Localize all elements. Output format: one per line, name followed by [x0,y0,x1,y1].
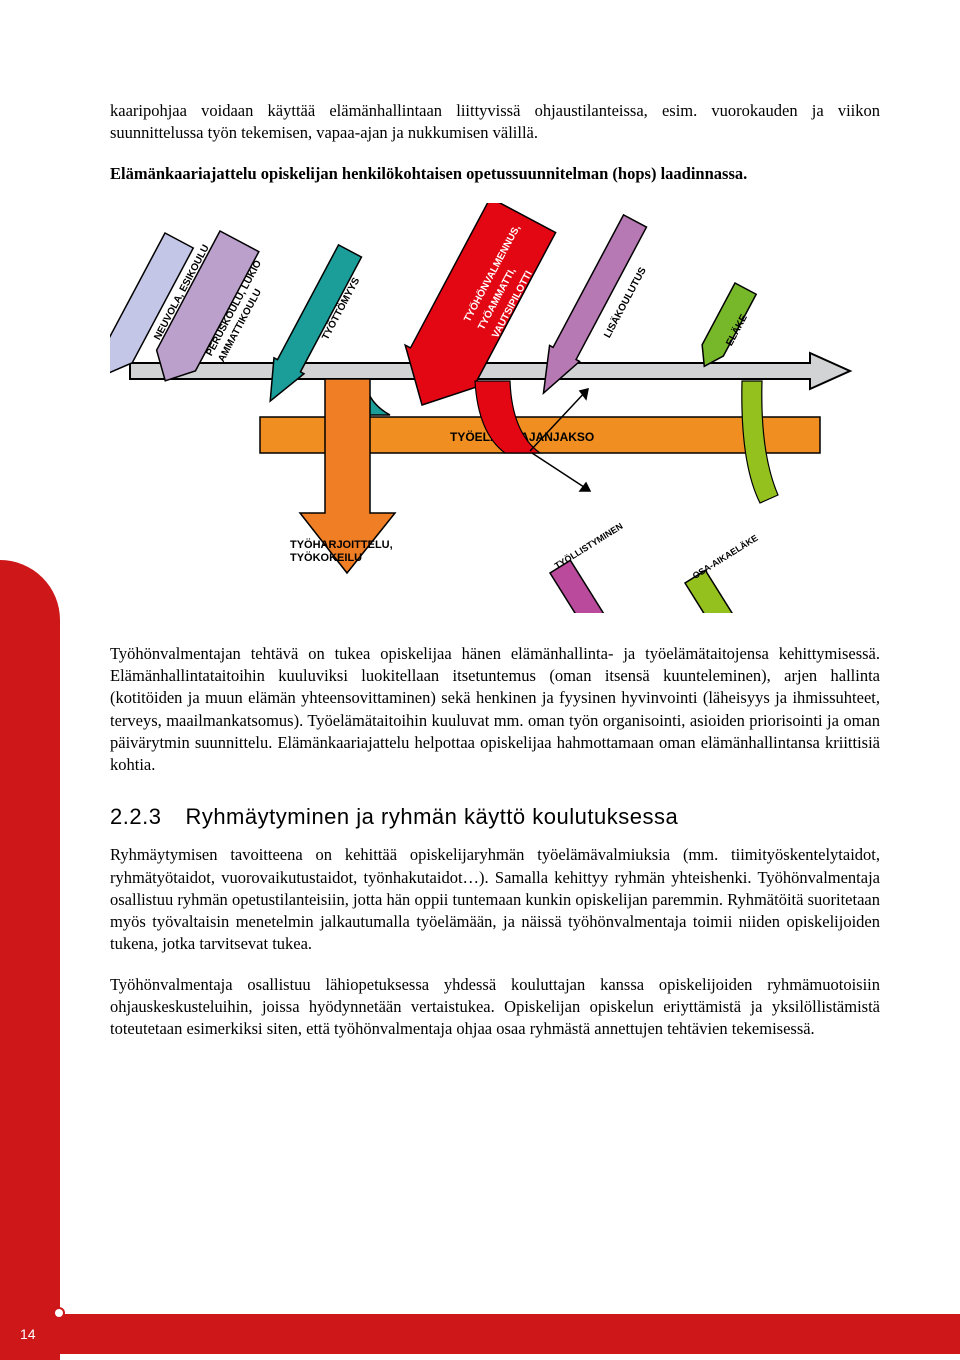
paragraph-5: Työhönvalmentaja osallistuu lähiopetukse… [110,974,880,1041]
paragraph-4: Ryhmäytymisen tavoitteena on kehittää op… [110,844,880,955]
footer-accent [0,1314,960,1354]
page-content: kaaripohjaa voidaan käyttää elämänhallin… [110,100,880,1059]
elake-shape [694,283,757,372]
paragraph-intro: kaaripohjaa voidaan käyttää elämänhallin… [110,100,880,145]
section-heading: 2.2.3 Ryhmäytyminen ja ryhmän käyttö koul… [110,804,880,830]
tyoharjoittelu-label-2: TYÖKOKEILU [290,551,362,564]
section-number: 2.2.3 [110,804,161,829]
page-number: 14 [20,1326,36,1342]
paragraph-3: Työhönvalmentajan tehtävä on tukea opisk… [110,643,880,777]
paragraph-bold-heading: Elämänkaariajattelu opiskelijan henkilök… [110,163,880,185]
tyoharjoittelu-label-1: TYÖHARJOITTELU, [290,538,393,551]
sidebar-accent [0,560,60,1360]
page-marker-dot [55,1309,63,1317]
section-title: Ryhmäytyminen ja ryhmän käyttö koulutuks… [185,804,678,829]
lifecycle-diagram: TYÖELÄMÄ AJANJAKSO [110,203,880,613]
